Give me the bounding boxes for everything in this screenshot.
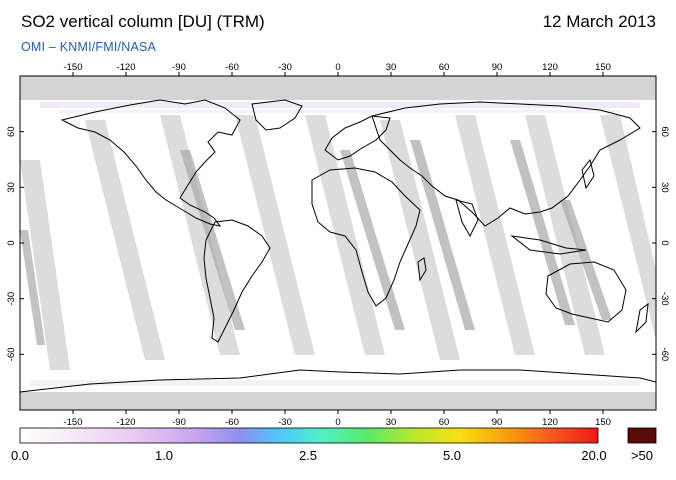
arctic-noise — [30, 102, 640, 386]
top-lon-label-0: -150 — [63, 62, 82, 73]
colorbar-label-4: 20.0 — [581, 448, 607, 463]
colorbar-label-0: 0.0 — [10, 448, 30, 463]
top-lon-label-2: -90 — [172, 62, 186, 73]
colorbar-gradient — [19, 427, 599, 444]
top-lon-label-9: 120 — [542, 62, 558, 73]
bottom-lon-label-2: -90 — [172, 417, 186, 428]
bottom-lon-label-1: -120 — [116, 417, 135, 428]
top-lon-label-10: 150 — [595, 62, 611, 73]
bottom-lon-label-10: 150 — [595, 417, 611, 428]
bottom-lon-label-8: 90 — [492, 417, 503, 428]
bottom-lon-label-0: -150 — [63, 417, 82, 428]
bottom-lon-label-9: 120 — [542, 417, 558, 428]
top-lon-label-5: 0 — [335, 62, 340, 73]
right-lat-label-1: 30 — [659, 182, 670, 193]
data-credit: OMI – KNMI/FMI/NASA — [21, 40, 157, 54]
right-lat-label-3: -30 — [659, 292, 670, 306]
india — [455, 199, 479, 238]
bottom-lon-label-7: 60 — [439, 417, 450, 428]
bottom-lon-label-6: 30 — [386, 417, 397, 428]
top-lon-label-1: -120 — [116, 62, 135, 73]
australia — [545, 261, 627, 323]
top-lon-label-6: 30 — [386, 62, 397, 73]
colorbar-label-1: 1.0 — [154, 448, 174, 463]
europe — [324, 115, 391, 161]
top-lon-label-3: -60 — [225, 62, 239, 73]
bottom-lon-label-5: 0 — [335, 417, 340, 428]
right-lat-label-4: -60 — [659, 347, 670, 361]
map-title: SO2 vertical column [DU] (TRM) — [21, 12, 265, 31]
left-lat-label-2: 0 — [6, 240, 17, 245]
coastlines — [20, 99, 656, 393]
indonesia — [510, 235, 587, 255]
africa — [311, 167, 421, 307]
top-lon-label-8: 90 — [492, 62, 503, 73]
asia — [371, 101, 641, 227]
map-date: 12 March 2013 — [542, 12, 656, 31]
left-lat-label-4: -60 — [6, 347, 17, 361]
colorbar-label-2: 2.5 — [298, 448, 318, 463]
left-lat-label-3: -30 — [6, 292, 17, 306]
greenland — [251, 99, 303, 131]
colorbar-over-swatch — [627, 427, 657, 444]
right-lat-label-0: 60 — [659, 126, 670, 137]
swath-gaps-light — [20, 115, 656, 370]
japan — [581, 158, 595, 190]
top-lon-label-7: 60 — [439, 62, 450, 73]
antarctica — [20, 369, 656, 393]
madagascar — [417, 257, 427, 282]
bottom-lon-label-3: -60 — [225, 417, 239, 428]
colorbar-over-label: >50 — [630, 448, 654, 463]
swath-gaps-dark — [20, 140, 612, 345]
left-lat-label-1: 30 — [6, 182, 17, 193]
colorbar-label-3: 5.0 — [442, 448, 462, 463]
new-zealand — [635, 302, 649, 334]
north-america — [60, 99, 241, 227]
south-america — [203, 219, 271, 343]
south-polar-cap — [20, 392, 656, 410]
bottom-lon-label-4: -30 — [278, 417, 292, 428]
right-lat-label-2: 0 — [659, 240, 670, 245]
north-polar-cap — [20, 76, 656, 100]
top-lon-label-4: -30 — [278, 62, 292, 73]
left-lat-label-0: 60 — [6, 126, 17, 137]
